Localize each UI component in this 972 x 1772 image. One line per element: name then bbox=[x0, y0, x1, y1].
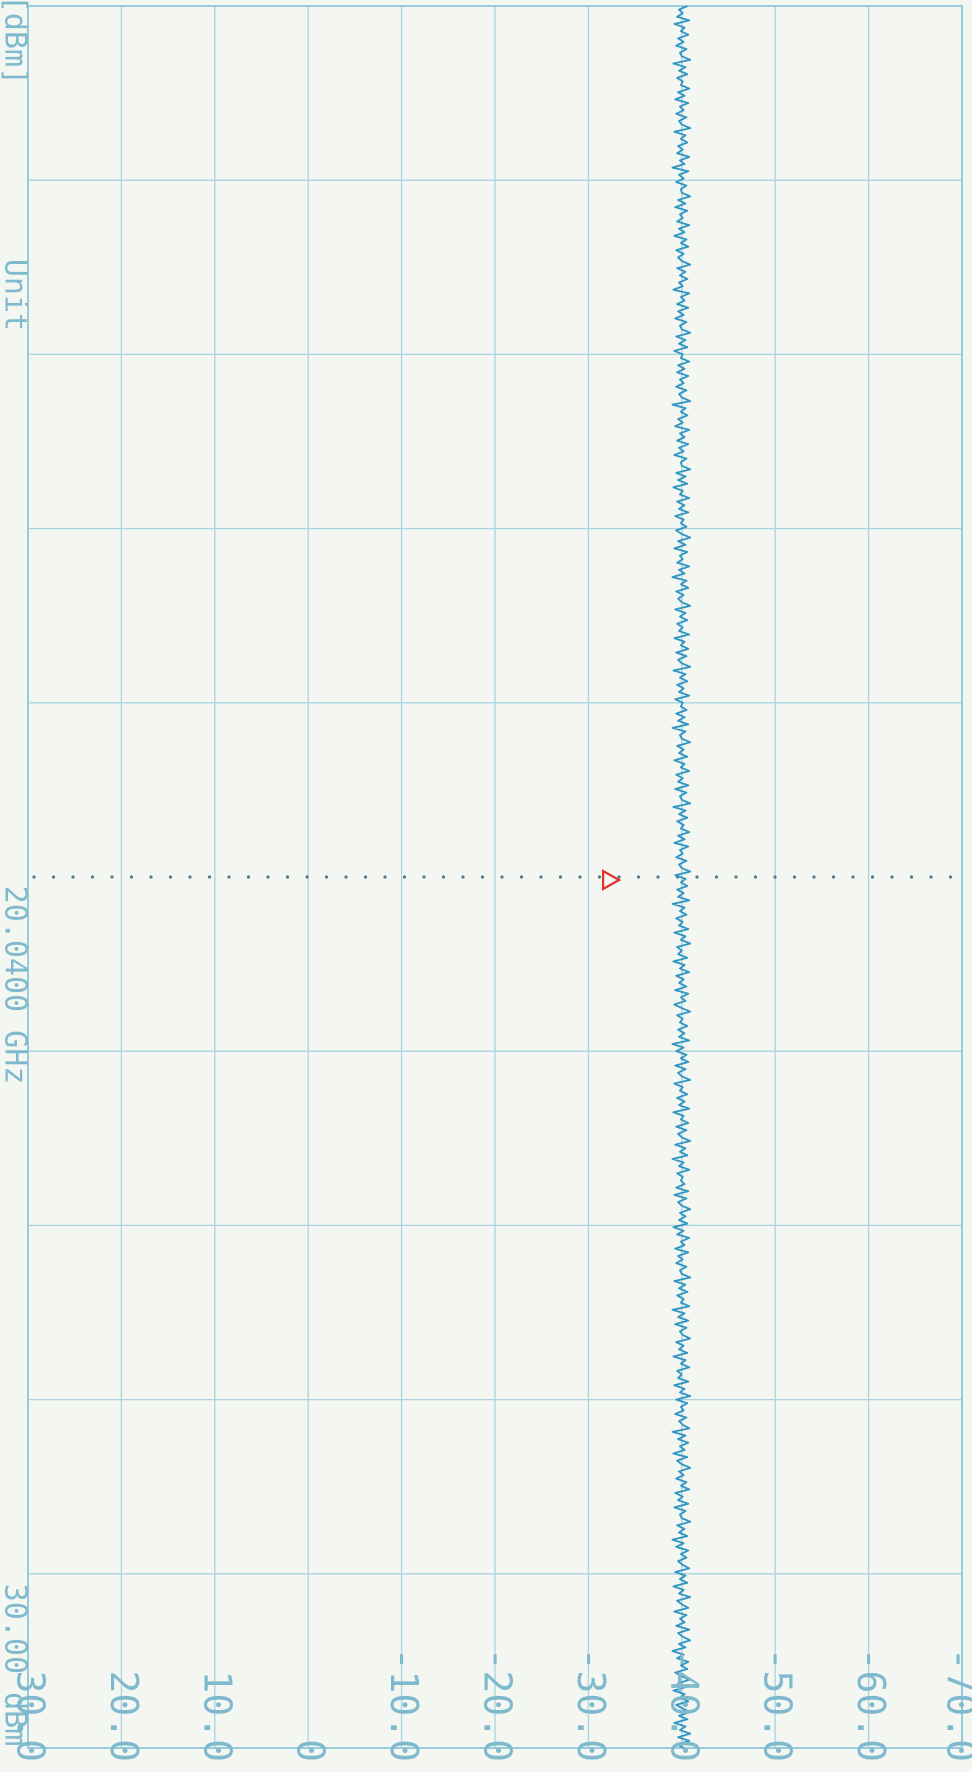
plot-grid bbox=[27, 5, 963, 1749]
center-line-dot bbox=[597, 875, 602, 879]
y-tick-label: -10.0 bbox=[382, 1648, 426, 1762]
center-line-dot bbox=[656, 875, 660, 879]
center-line-dot bbox=[870, 875, 875, 879]
center-line-dot bbox=[812, 875, 816, 879]
center-line-dot bbox=[558, 875, 563, 879]
center-line-dot bbox=[129, 875, 134, 879]
plot-frame bbox=[27, 5, 963, 1749]
center-line-dot bbox=[32, 875, 36, 879]
center-line-dot bbox=[149, 875, 153, 879]
y-tick-label: -20.0 bbox=[476, 1648, 520, 1762]
spectrum-trace bbox=[671, 5, 692, 1749]
y-tick-label: -50.0 bbox=[756, 1648, 800, 1762]
center-line-dot bbox=[695, 875, 699, 879]
y-tick-label: -40.0 bbox=[662, 1648, 706, 1762]
y-tick-label: -30.0 bbox=[569, 1648, 613, 1762]
center-line-dot bbox=[851, 875, 855, 879]
center-line-dot bbox=[461, 875, 465, 879]
center-line-dot bbox=[519, 875, 524, 879]
center-line-dot bbox=[402, 875, 407, 879]
y-tick-label: 20.0 bbox=[102, 1670, 146, 1762]
center-line-dot bbox=[51, 875, 56, 879]
center-line-dot bbox=[578, 875, 582, 879]
center-line-dot bbox=[792, 875, 797, 879]
center-line-dot bbox=[305, 875, 309, 879]
center-line-dot bbox=[929, 875, 933, 879]
center-line-dot bbox=[636, 875, 641, 879]
unit-label: Unit bbox=[0, 259, 33, 331]
center-line-dot bbox=[890, 875, 894, 879]
center-line-dot bbox=[207, 875, 212, 879]
center-line-dot bbox=[227, 875, 231, 879]
center-line-dot bbox=[383, 875, 387, 879]
center-line-dot bbox=[500, 875, 504, 879]
center-line-dot bbox=[188, 875, 192, 879]
center-line-dot bbox=[617, 875, 621, 879]
center-line-dot bbox=[441, 875, 446, 879]
center-line-dot bbox=[422, 875, 426, 879]
center-line-dot bbox=[266, 875, 270, 879]
marker-triangle-icon bbox=[601, 869, 622, 891]
center-line-dot bbox=[71, 875, 75, 879]
y-tick-label: 10.0 bbox=[195, 1670, 239, 1762]
y-tick-label: -70.0 bbox=[939, 1648, 972, 1762]
center-line-dot bbox=[714, 875, 719, 879]
y-tick-label: -60.0 bbox=[849, 1648, 893, 1762]
unit-value-label: [dBm] bbox=[0, 0, 33, 85]
center-line-dot bbox=[285, 875, 290, 879]
center-line-dot bbox=[480, 875, 485, 879]
center-line-dot bbox=[831, 875, 836, 879]
center-line-dot bbox=[909, 875, 914, 879]
center-line-dot bbox=[90, 875, 95, 879]
center-frequency-label: 20.0400 GHz bbox=[0, 886, 33, 1085]
center-line-dot bbox=[773, 875, 777, 879]
center-line-dot bbox=[246, 875, 251, 879]
y-tick-label: 0 bbox=[289, 1739, 333, 1762]
y-axis-tick-labels: 30.0 20.0 10.0 0 -10.0 -20.0 -30.0 -40.0 -50.0 -6… bbox=[9, 1648, 972, 1762]
center-line-dot bbox=[948, 875, 953, 879]
center-frequency-line bbox=[32, 875, 953, 879]
center-line-dot bbox=[110, 875, 114, 879]
center-line-dot bbox=[324, 875, 329, 879]
center-line-dot bbox=[734, 875, 738, 879]
center-line-dot bbox=[753, 875, 758, 879]
header-annotations: 30.00 dBm 20.0400 GHz Unit [dBm] bbox=[0, 0, 33, 1746]
center-line-dot bbox=[344, 875, 348, 879]
center-line-dot bbox=[539, 875, 543, 879]
center-line-dot bbox=[168, 875, 173, 879]
y-tick-label: 30.0 bbox=[9, 1670, 53, 1762]
center-line-dot bbox=[363, 875, 368, 879]
reference-level-label: 30.00 dBm bbox=[0, 1584, 33, 1747]
